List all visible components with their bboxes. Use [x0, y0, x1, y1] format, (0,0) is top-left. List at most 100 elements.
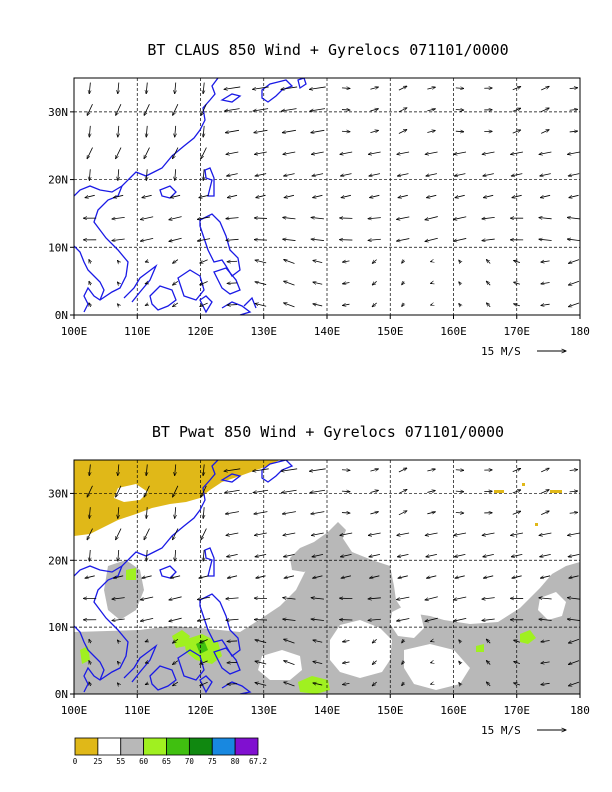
wind-vector: [511, 151, 524, 154]
wind-vector: [118, 464, 119, 475]
wind-vector: [203, 464, 204, 475]
wind-vector: [368, 239, 381, 240]
wind-vector: [311, 239, 324, 240]
colorbar-label: 25: [93, 757, 102, 766]
wind-vector: [116, 104, 122, 115]
wind-vector: [227, 194, 238, 197]
wind-vector: [370, 512, 378, 514]
wind-vector: [427, 512, 435, 514]
wind-vector: [89, 464, 90, 475]
wind-vector: [117, 683, 119, 685]
wind-vector: [313, 282, 323, 284]
wind-vector: [113, 194, 124, 197]
wind-vector: [483, 194, 494, 197]
wind-vector: [172, 528, 179, 540]
wind-vector: [281, 86, 298, 89]
wind-vector: [341, 513, 350, 514]
wind-vector: [283, 239, 296, 240]
wind-vector: [340, 151, 353, 154]
wind-vector: [309, 86, 326, 89]
wind-vector: [455, 513, 464, 514]
wind-vector: [512, 194, 522, 197]
wind-vector: [173, 485, 179, 497]
wind-vector: [140, 216, 154, 220]
wind-vector: [514, 662, 521, 664]
bottom-y-ticks: 0N 10N 20N 30N: [48, 487, 74, 701]
colorbar-swatch: [211, 737, 236, 756]
wind-vector: [486, 260, 491, 264]
wind-vector: [89, 125, 90, 137]
y-tick-label: 30N: [48, 106, 68, 119]
wind-vector: [226, 532, 239, 535]
wind-vector: [511, 554, 523, 556]
wind-vector: [146, 507, 147, 518]
wind-vector: [117, 260, 119, 262]
wind-vector: [539, 598, 552, 599]
wind-vector: [144, 485, 150, 497]
wind-vector: [200, 281, 208, 284]
wind-vector: [397, 532, 410, 535]
wind-vector: [313, 575, 323, 578]
wind-vector: [117, 282, 119, 284]
wind-vector: [203, 125, 204, 137]
wind-vector: [226, 619, 239, 620]
wind-vector: [370, 575, 380, 578]
pwat-band-65-70: [196, 640, 208, 654]
wind-vector: [483, 173, 494, 176]
wind-vector: [368, 532, 381, 535]
wind-vector: [402, 281, 404, 284]
wind-vector: [255, 661, 267, 665]
colorbar-swatch: [188, 737, 213, 756]
wind-vector: [146, 549, 147, 561]
wind-vector: [89, 260, 91, 264]
wind-vector: [87, 485, 93, 497]
wind-vector: [567, 598, 580, 600]
wind-vector: [200, 259, 208, 263]
wind-vector: [512, 575, 522, 578]
wind-vector: [169, 596, 182, 600]
wind-vector: [568, 660, 580, 665]
wind-vector: [541, 683, 550, 684]
wind-vector: [313, 260, 323, 262]
wind-vector: [454, 532, 467, 535]
y-tick-label: 10N: [48, 621, 68, 634]
wind-vector: [85, 575, 95, 578]
wind-vector: [341, 131, 350, 132]
wind-vector: [175, 82, 176, 94]
wind-vector: [85, 194, 95, 197]
wind-vector: [145, 283, 148, 284]
wind-vector: [170, 575, 181, 578]
wind-vector: [569, 491, 578, 492]
wind-vector: [172, 147, 179, 159]
wind-vector: [541, 86, 549, 91]
wind-vector: [255, 303, 267, 307]
wind-vector: [200, 639, 208, 642]
wind-vector: [313, 661, 323, 663]
wind-vector: [569, 88, 578, 89]
wind-vector: [227, 173, 238, 176]
wind-vector: [482, 151, 495, 154]
x-tick-label: 140E: [314, 704, 341, 717]
wind-vector: [568, 173, 580, 176]
wind-vector: [112, 619, 125, 621]
wind-vector: [254, 598, 268, 599]
wind-vector: [201, 528, 207, 540]
wind-vector: [453, 238, 467, 241]
wind-vector: [372, 638, 377, 643]
top-coastlines: [74, 78, 307, 315]
wind-vector: [311, 129, 325, 132]
wind-vector: [87, 104, 93, 115]
wind-vector: [486, 682, 491, 687]
x-tick-label: 180: [570, 704, 590, 717]
wind-vector: [118, 125, 119, 137]
wind-vector: [89, 82, 90, 94]
wind-vector: [454, 554, 466, 556]
wind-vector: [368, 218, 381, 219]
wind-vector: [426, 575, 437, 578]
wind-vector: [568, 302, 580, 307]
wind-vector: [89, 661, 91, 665]
pwat-band-55-60-north: [290, 522, 346, 572]
wind-vector: [569, 512, 578, 513]
wind-vector: [89, 281, 91, 286]
wind-vector: [514, 260, 521, 262]
